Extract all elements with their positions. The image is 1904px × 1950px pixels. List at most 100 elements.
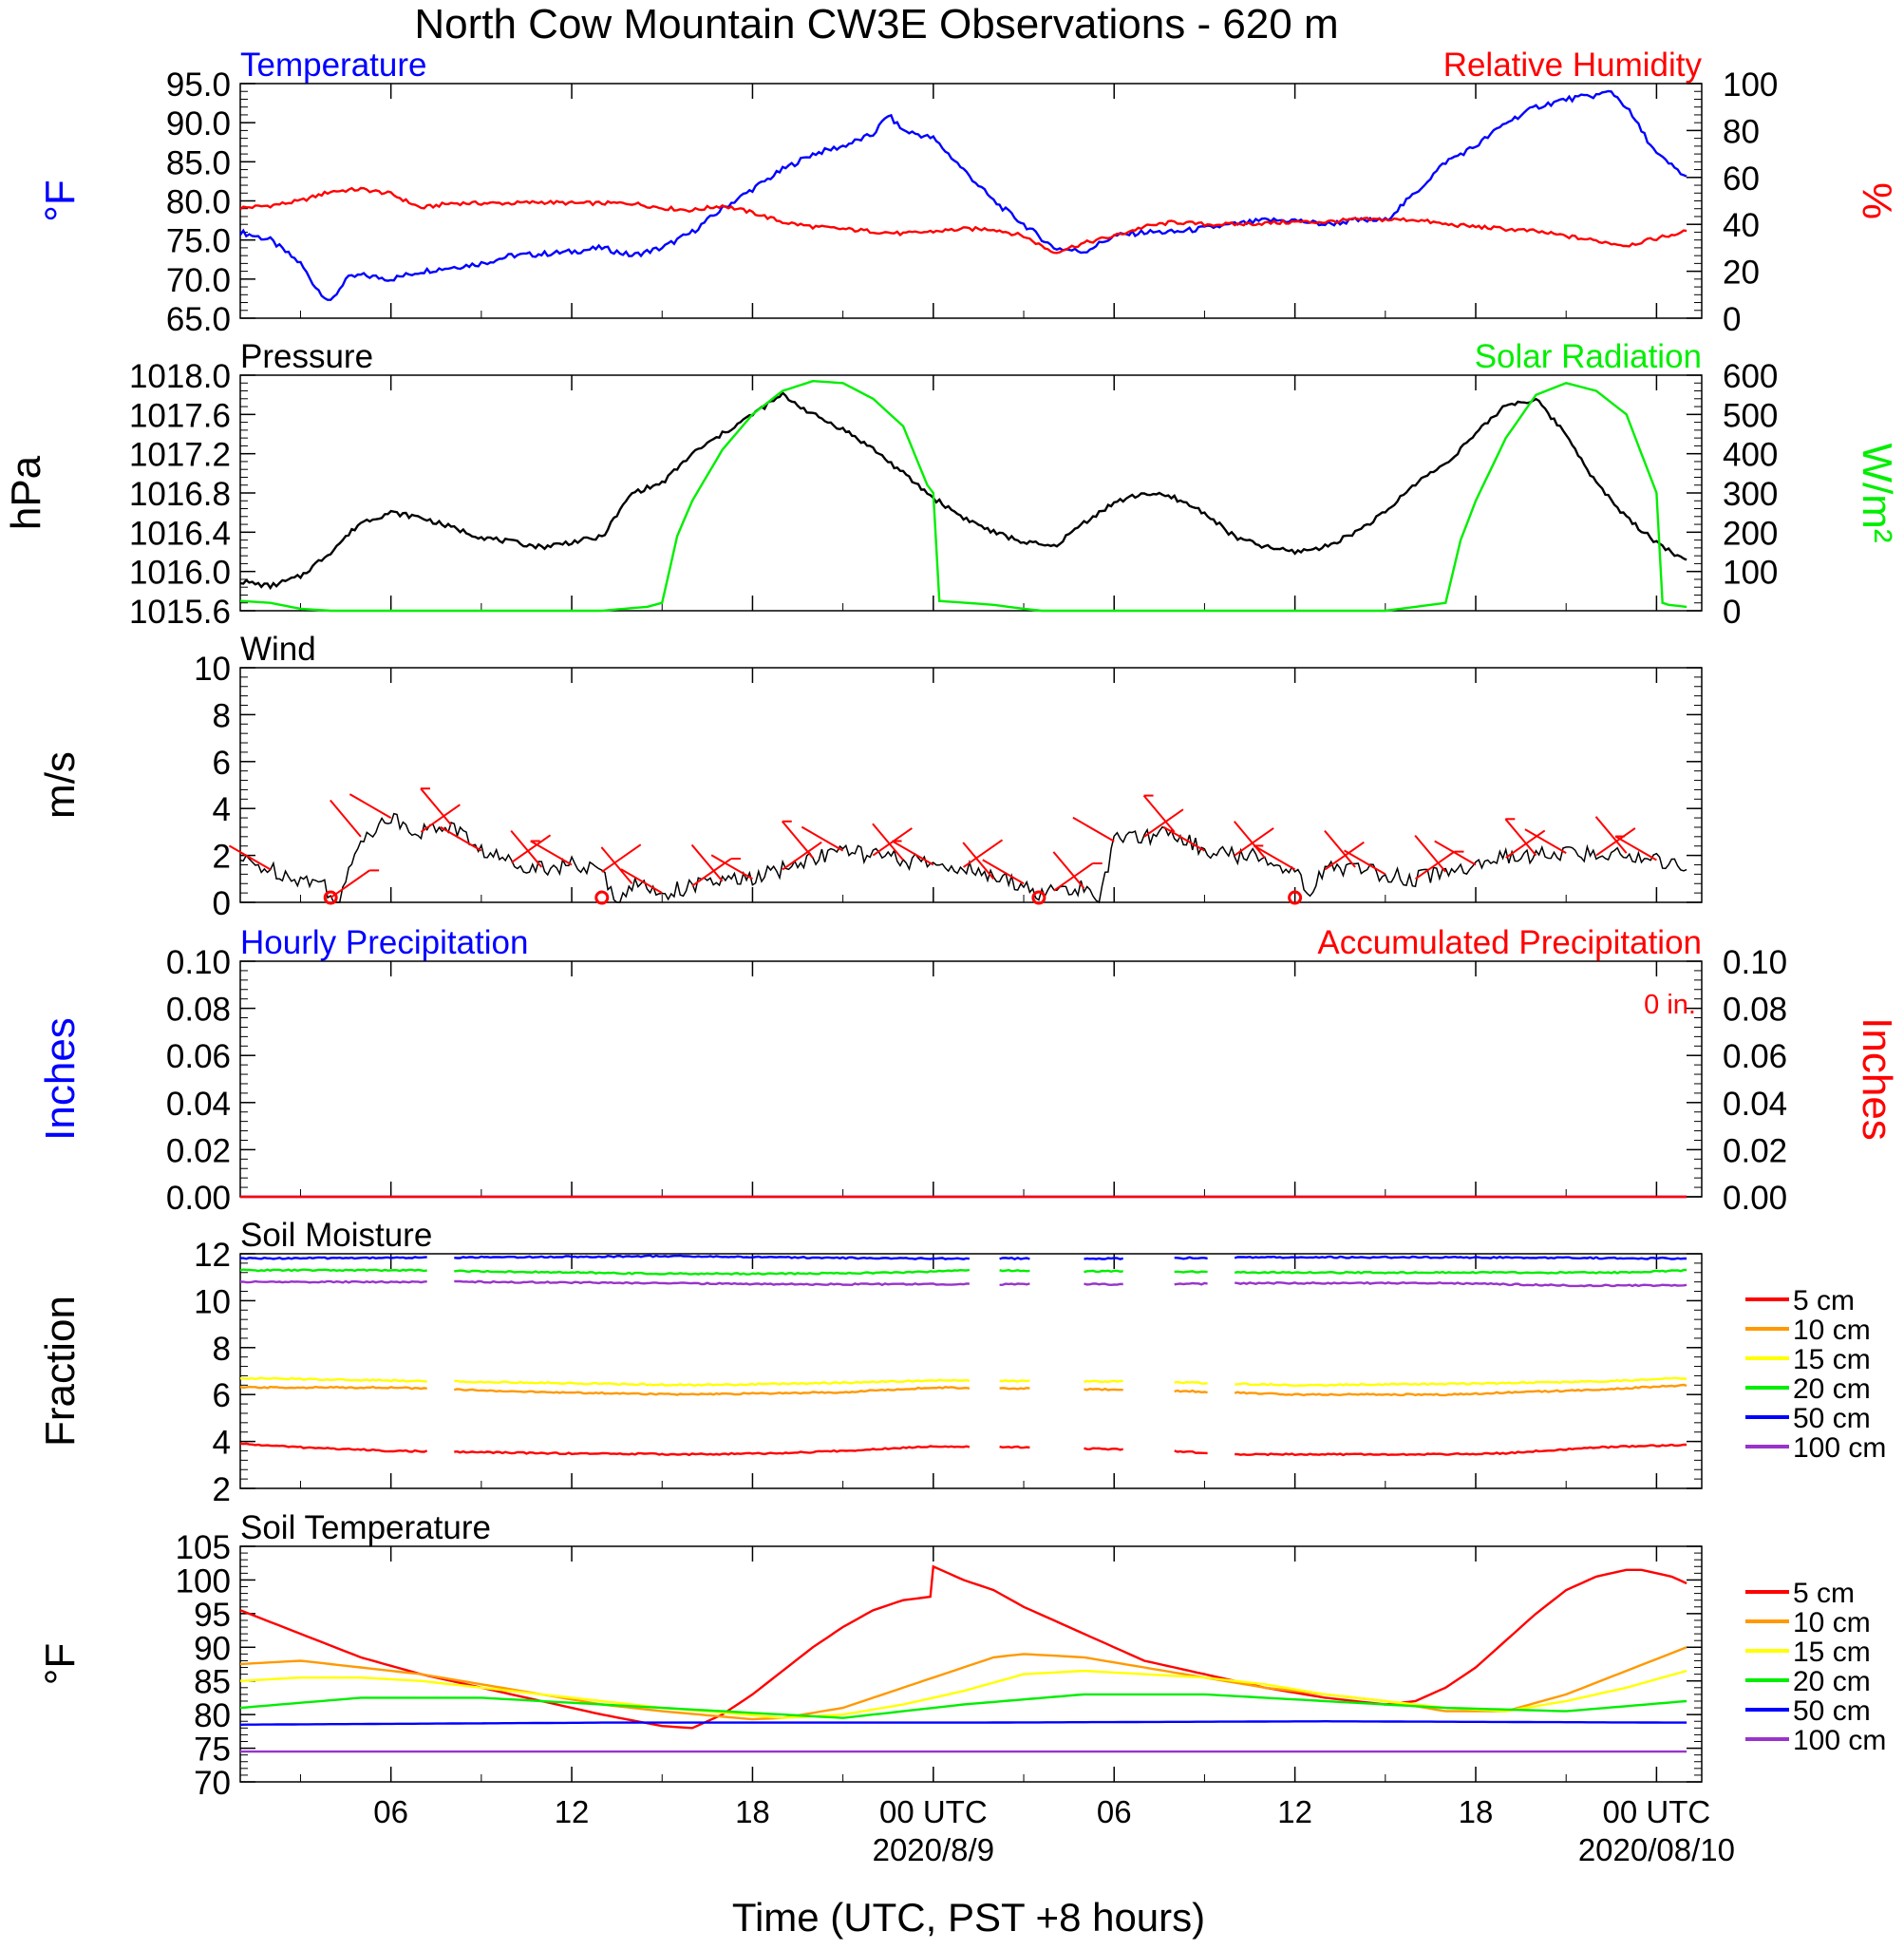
wind-barb [872, 823, 904, 861]
wind-barb [962, 842, 995, 880]
series-line-5-cm [240, 1442, 1687, 1457]
panel-frame [239, 83, 1703, 319]
wind-barb [982, 859, 1025, 885]
wind-barb [1143, 808, 1184, 838]
y-tick-label: 0.00 [166, 1180, 231, 1217]
wind-barb [511, 834, 552, 863]
legend-label: 100 cm [1793, 1725, 1886, 1756]
legend-label: 20 cm [1793, 1666, 1871, 1697]
wind-barb [420, 787, 452, 826]
y-tick-label-right: 100 [1723, 66, 1778, 104]
wind-barb [620, 868, 663, 894]
time-axis-label: Time (UTC, PST +8 hours) [732, 1895, 1205, 1940]
series-line-relative-humidity [240, 186, 1687, 255]
y-axis-label-right: W/m² [1854, 443, 1900, 542]
x-tick-label: 06 [373, 1794, 408, 1829]
plot-area [240, 1254, 1687, 1457]
x-date-label: 2020/8/9 [873, 1832, 994, 1867]
y-tick-label-right: 300 [1723, 476, 1778, 513]
y-tick-label-right: 0.02 [1723, 1132, 1787, 1169]
panel-title-right: Relative Humidity [1443, 47, 1703, 84]
y-tick-label: 90.0 [166, 105, 231, 142]
wind-barb [1142, 794, 1176, 833]
wind-barb [1072, 816, 1115, 842]
y-tick-label: 70 [194, 1765, 231, 1802]
x-tick-label: 06 [1097, 1794, 1132, 1829]
y-axis-label: Fraction [37, 1296, 84, 1447]
legend-label: 15 cm [1793, 1637, 1871, 1668]
y-tick-label: 65.0 [166, 301, 231, 338]
panel-4: 0.00 0.02 0.04 0.06 0.08 0.10 0.00 0.02 0.04 0.06… [37, 924, 1900, 1217]
y-tick-label-right: 40 [1723, 207, 1760, 244]
wind-barb [420, 804, 461, 833]
y-axis-label: °F [37, 1643, 84, 1685]
y-tick-label: 1016.4 [129, 515, 231, 552]
wind-barb [1504, 818, 1537, 857]
y-tick-label: 4 [213, 791, 231, 828]
series-line-solar-radiation [240, 379, 1687, 613]
y-tick-label: 80.0 [166, 184, 231, 221]
wind-barb [440, 825, 482, 852]
series-line-10-cm [240, 1383, 1687, 1397]
wind-barb [530, 840, 573, 866]
series-line-temperature [240, 89, 1687, 301]
y-tick-label: 95 [194, 1597, 231, 1634]
legend-label: 15 cm [1793, 1344, 1871, 1375]
y-tick-label-right: 20 [1723, 255, 1760, 292]
wind-barb [228, 844, 272, 871]
wind-barb [892, 840, 934, 866]
panel-title-left: Soil Moisture [240, 1217, 432, 1254]
y-tick-label-right: 60 [1723, 161, 1760, 198]
y-tick-label: 95.0 [166, 66, 231, 104]
y-axis-label-right: Inches [1854, 1017, 1900, 1141]
y-tick-label: 85 [194, 1664, 231, 1701]
panel-1: 65.070.075.080.085.090.095.0 0 20 40 60 80 100… [37, 47, 1900, 338]
y-tick-label: 1017.6 [129, 397, 231, 434]
y-tick-label-right: 0.04 [1723, 1086, 1787, 1123]
calm-wind-marker [1031, 890, 1046, 905]
wind-barb [510, 830, 543, 868]
precip-total-label: 0 in. [1644, 990, 1696, 1020]
x-tick-label: 12 [1277, 1794, 1312, 1829]
y-tick-label: 8 [213, 697, 231, 734]
wind-barbs [228, 787, 1657, 905]
y-tick-label-right: 200 [1723, 515, 1778, 552]
y-axis-label: °F [37, 180, 84, 221]
y-tick-label: 2 [213, 839, 231, 876]
y-tick-label: 105 [176, 1529, 231, 1566]
wind-barb [1234, 827, 1274, 857]
y-tick-label-right: 0 [1723, 594, 1741, 631]
x-tick-label: 12 [555, 1794, 590, 1829]
wind-barb [601, 843, 642, 873]
y-tick-label-right: 100 [1723, 555, 1778, 592]
y-tick-label: 6 [213, 1377, 231, 1414]
x-date-label: 2020/08/10 [1578, 1832, 1735, 1867]
wind-barb [1324, 830, 1356, 868]
calm-wind-marker [323, 890, 338, 905]
series-line-15-cm [240, 1376, 1687, 1388]
wind-barb [1344, 849, 1386, 876]
wind-barb [801, 825, 844, 852]
wind-barb [782, 821, 814, 859]
wind-barb [1434, 840, 1477, 866]
wind-barb [1614, 835, 1657, 861]
y-tick-label: 0 [213, 885, 231, 922]
y-tick-label: 0.08 [166, 992, 231, 1029]
y-tick-label: 75 [194, 1732, 231, 1769]
chart-title: North Cow Mountain CW3E Observations - 6… [414, 1, 1338, 47]
wind-barb [782, 841, 822, 871]
y-tick-label-right: 0 [1723, 301, 1741, 338]
panel-title-right: Accumulated Precipitation [1317, 924, 1702, 961]
legend-label: 100 cm [1793, 1432, 1886, 1464]
y-tick-label: 6 [213, 745, 231, 782]
y-axis-label-right: % [1854, 182, 1900, 219]
y-tick-label-right: 80 [1723, 113, 1760, 150]
y-tick-label: 75.0 [166, 223, 231, 260]
wind-barb [690, 843, 724, 882]
plot-area [240, 379, 1687, 613]
